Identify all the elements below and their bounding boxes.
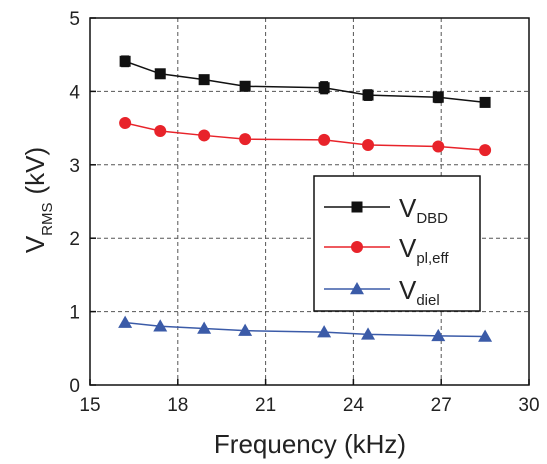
x-tick-label: 18 (167, 395, 188, 416)
legend-marker (350, 282, 364, 295)
data-point (239, 80, 251, 92)
x-tick-label: 30 (518, 395, 539, 416)
data-point (362, 138, 375, 151)
data-point (154, 125, 167, 138)
series-2 (118, 315, 493, 342)
y-axis-title-unit: (kV) (20, 147, 50, 195)
legend-label-sub: DBD (416, 210, 448, 227)
data-point (478, 329, 493, 342)
legend-marker (351, 201, 363, 213)
data-point (119, 55, 131, 67)
legend-label-main: V (399, 233, 417, 263)
data-point (154, 68, 166, 80)
series-line (125, 321, 486, 338)
x-tick-label: 21 (255, 395, 276, 416)
data-point (239, 133, 252, 146)
data-point (197, 321, 212, 334)
data-point (318, 133, 331, 146)
data-point (198, 129, 211, 142)
legend-label-sub: diel (416, 292, 439, 309)
y-tick-label: 5 (69, 9, 80, 30)
data-point (198, 74, 210, 86)
legend-label: VDBD (399, 193, 448, 227)
data-point (431, 328, 446, 342)
y-tick-label: 2 (69, 229, 80, 250)
plot-frame (89, 17, 530, 386)
data-point (238, 323, 253, 336)
y-axis-title: VRMS (kV) (20, 147, 56, 253)
y-tick-label: 3 (69, 156, 80, 177)
y-tick-label: 0 (69, 376, 80, 397)
legend-box (313, 175, 481, 312)
data-point (479, 144, 492, 157)
x-axis-title: Frequency (kHz) (214, 429, 406, 459)
data-point (479, 96, 491, 108)
data-point (317, 325, 332, 338)
series-line (124, 122, 486, 151)
y-tick-label: 1 (69, 303, 80, 324)
legend-label: Vdiel (399, 275, 440, 309)
y-axis-title-sub: RMS (39, 202, 56, 235)
legend-label: Vpl,eff (399, 233, 449, 267)
data-point (361, 327, 376, 340)
series-line (124, 60, 486, 104)
data-point (153, 319, 168, 332)
data-point (118, 315, 133, 328)
legend-marker (351, 241, 363, 253)
legend-label-sub: pl,eff (416, 250, 449, 267)
legend-label-main: V (399, 193, 417, 223)
data-point (362, 89, 374, 101)
legend-label-main: V (399, 275, 417, 305)
y-tick-label: 4 (69, 82, 80, 103)
data-point (432, 91, 444, 103)
x-tick-label: 24 (343, 395, 365, 416)
x-tick-label: 15 (79, 395, 100, 416)
data-point (318, 82, 330, 94)
y-axis-title-main: V (20, 235, 50, 253)
series-1 (119, 116, 492, 157)
series-layer (118, 55, 493, 342)
x-tick-label: 27 (431, 395, 452, 416)
data-point (432, 140, 445, 153)
data-point (119, 116, 132, 129)
series-0 (119, 55, 491, 108)
ticks: 15 18 21 24 27 30 0 1 2 3 4 5 (69, 9, 539, 416)
